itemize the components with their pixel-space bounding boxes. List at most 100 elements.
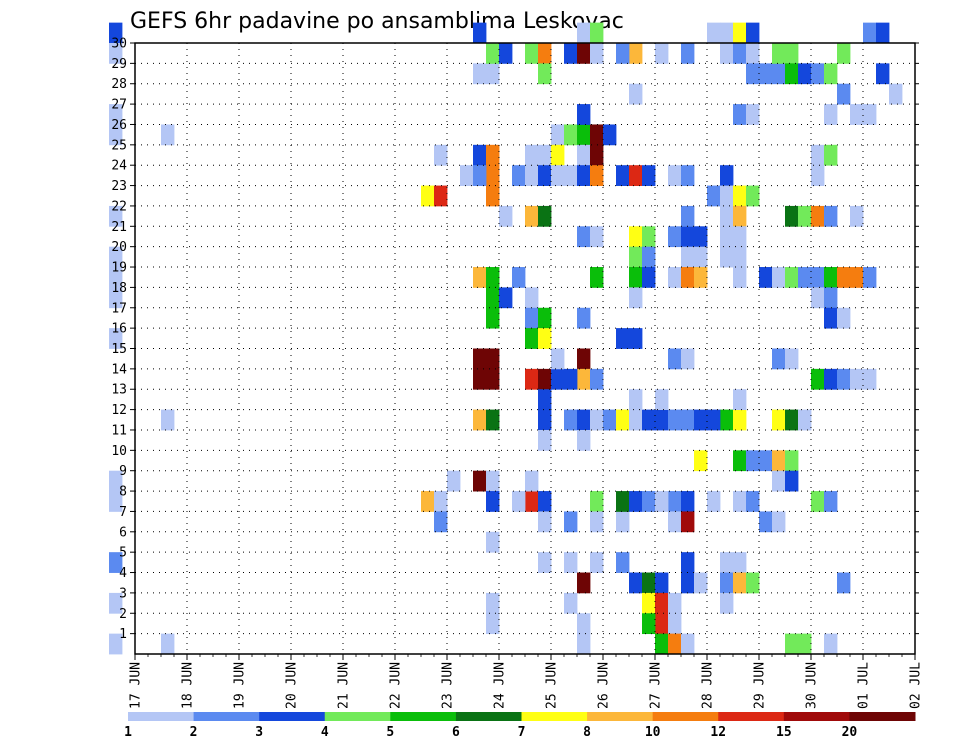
heatmap-cell — [863, 368, 877, 390]
heatmap-cell — [733, 104, 747, 125]
heatmap-cell — [616, 511, 630, 533]
heatmap-cell — [798, 633, 812, 655]
heatmap-cell — [759, 267, 773, 288]
heatmap-cell — [551, 144, 565, 166]
heatmap-cell — [629, 83, 643, 105]
heatmap-cell — [512, 491, 526, 512]
heatmap-cell — [733, 226, 747, 248]
heatmap-cell — [434, 144, 448, 166]
heatmap-cell — [564, 165, 578, 186]
heatmap-cell — [681, 491, 695, 512]
heatmap-cell — [668, 348, 682, 370]
heatmap-cell — [642, 572, 656, 594]
y-axis: 1234567891011121314151617181920212223242… — [111, 37, 919, 642]
heatmap-cell — [109, 22, 123, 44]
heatmap-cell — [629, 572, 643, 594]
colorbar-label: 10 — [645, 725, 661, 740]
heatmap-cell — [473, 267, 487, 288]
heatmap-cell — [590, 144, 604, 166]
heatmap-cell — [486, 348, 500, 370]
heatmap-cell — [850, 267, 864, 288]
heatmap-cell — [109, 470, 123, 492]
heatmap-cell — [785, 470, 799, 492]
heatmap-cell — [642, 267, 656, 288]
colorbar-label: 12 — [710, 725, 726, 740]
heatmap-cell — [824, 267, 838, 288]
heatmap-cell — [473, 409, 487, 431]
heatmap-cell — [577, 43, 591, 64]
heatmap-cell — [772, 470, 786, 492]
heatmap-cell — [109, 124, 123, 146]
heatmap-cell — [473, 22, 487, 44]
heatmap-cell — [733, 552, 747, 573]
y-tick-label: 9 — [119, 464, 127, 479]
heatmap-cell — [460, 165, 474, 186]
heatmap-cell — [733, 491, 747, 512]
heatmap-cell — [499, 287, 513, 309]
heatmap-cell — [798, 267, 812, 288]
heatmap-cell — [733, 450, 747, 472]
heatmap-cell — [811, 205, 825, 227]
heatmap-cell — [863, 104, 877, 125]
heatmap-cell — [746, 491, 760, 512]
heatmap-cell — [681, 552, 695, 573]
heatmap-cell — [824, 205, 838, 227]
heatmap-cell — [486, 491, 500, 512]
colorbar-swatch — [718, 712, 785, 721]
heatmap-cell — [603, 409, 617, 431]
heatmap-cell — [655, 43, 669, 64]
heatmap-cell — [681, 267, 695, 288]
heatmap-cell — [668, 226, 682, 248]
heatmap-cell — [824, 633, 838, 655]
x-tick-label: 01 JUL — [857, 662, 872, 709]
colorbar-label: 8 — [583, 725, 591, 740]
x-tick-label: 28 JUN — [701, 662, 716, 709]
heatmap-cell — [538, 368, 552, 390]
heatmap-cell — [824, 287, 838, 309]
heatmap-cell — [629, 267, 643, 288]
heatmap-cell — [707, 491, 721, 512]
heatmap-cell — [824, 307, 838, 329]
heatmap-cell — [538, 511, 552, 533]
heatmap-cell — [564, 552, 578, 573]
heatmap-cell — [538, 205, 552, 227]
heatmap-cell — [538, 43, 552, 64]
heatmap-cell — [577, 572, 591, 594]
heatmap-cell — [733, 267, 747, 288]
heatmap-cell — [785, 43, 799, 64]
heatmap-cell — [577, 368, 591, 390]
heatmap-cell — [564, 368, 578, 390]
heatmap-cell — [486, 613, 500, 635]
heatmap-cell — [668, 165, 682, 186]
heatmap-cell — [538, 552, 552, 573]
heatmap-cell — [655, 572, 669, 594]
y-tick-label: 20 — [111, 240, 127, 255]
colorbar-swatch — [259, 712, 326, 721]
heatmap-cell — [746, 104, 760, 125]
heatmap-cell — [811, 165, 825, 186]
heatmap-cell — [629, 287, 643, 309]
heatmap-cell — [564, 511, 578, 533]
heatmap-cell — [720, 226, 734, 248]
heatmap-cell — [668, 613, 682, 635]
x-tick-label: 18 JUN — [181, 662, 196, 709]
heatmap-cell — [720, 592, 734, 614]
heatmap-cell — [109, 491, 123, 512]
colorbar-swatch — [521, 712, 588, 721]
heatmap-cell — [694, 450, 708, 472]
heatmap-cell — [863, 22, 877, 44]
y-tick-label: 14 — [111, 362, 127, 377]
heatmap-cell — [486, 185, 500, 207]
heatmap-cell — [733, 185, 747, 207]
heatmap-cell — [785, 348, 799, 370]
heatmap-cell — [733, 22, 747, 44]
heatmap-cell — [551, 124, 565, 146]
heatmap-cell — [629, 43, 643, 64]
heatmap-cell — [681, 511, 695, 533]
heatmap-cell — [577, 226, 591, 248]
heatmap-cell — [486, 592, 500, 614]
heatmap-cell — [629, 226, 643, 248]
heatmap-cell — [681, 633, 695, 655]
heatmap-cell — [473, 165, 487, 186]
